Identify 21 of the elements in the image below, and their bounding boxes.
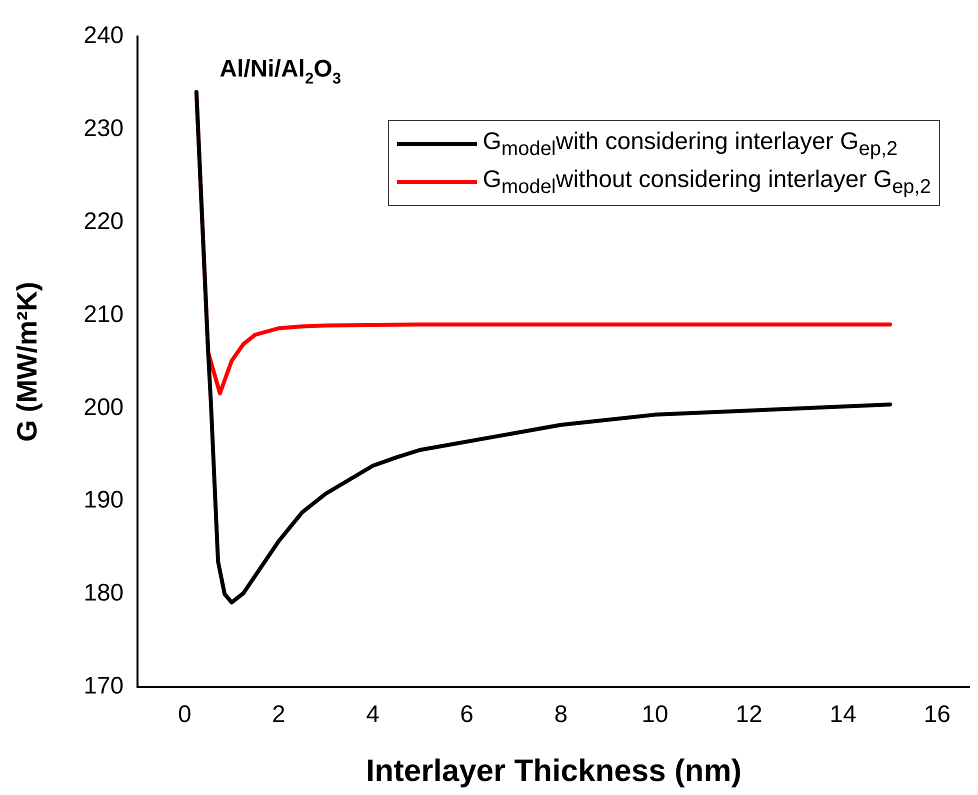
legend-label: G$_{model}$with considering interlayer G$_{ep,2}$ [482,128,898,160]
x-tick-label: 12 [736,701,762,728]
x-tick-label: 10 [642,701,668,728]
y-tick-label: 170 [84,672,124,700]
x-tick-label: 6 [460,701,474,728]
x-tick-label: 8 [554,701,568,728]
y-tick-label: 210 [84,300,124,328]
y-tick-label: 240 [84,22,124,50]
y-tick-label: 190 [84,486,124,514]
x-tick-label: 14 [830,701,856,728]
y-tick-label: 230 [84,114,124,142]
x-axis-title: Interlayer Thickness (nm) [366,752,742,788]
x-tick-label: 4 [366,701,380,728]
y-tick-label: 220 [84,208,124,235]
y-tick-label: 180 [84,580,124,607]
y-axis-title: G (MW/m²K) [12,282,43,442]
x-tick-label: 2 [272,701,286,728]
x-tick-label: 16 [924,701,950,728]
legend-label: G$_{model}$without considering interlayer G$_{ep,2}$ [482,166,931,198]
y-tick-label: 200 [84,394,124,421]
x-tick-label: 0 [178,701,192,728]
